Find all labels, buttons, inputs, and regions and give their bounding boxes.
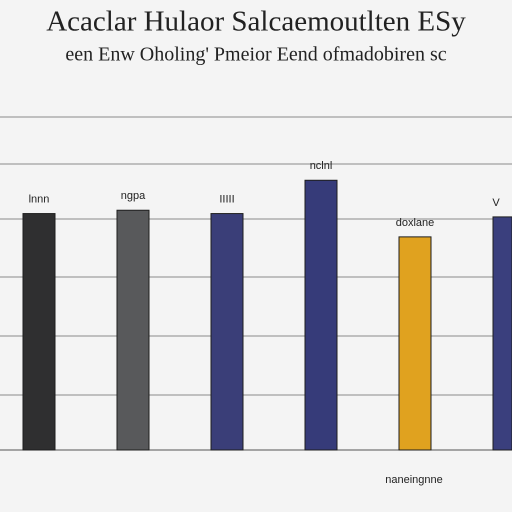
bar (492, 216, 512, 451)
bar (304, 179, 338, 451)
chart-subtitle: een Enw Oholing' Pmeior Eend ofmadobiren… (65, 44, 446, 66)
chart-title: Acaclar Hulaor Salcaemoutlten ESy (46, 6, 466, 38)
bar (116, 209, 150, 451)
bar (22, 213, 56, 451)
bar-label: lnnn (29, 193, 50, 205)
bar-label: V (492, 197, 500, 209)
bar (398, 236, 432, 451)
annotation: naneingnne (385, 474, 443, 486)
bar-label: doxlane (396, 217, 435, 229)
bar-label: ngpa (121, 190, 146, 202)
grid (0, 116, 512, 451)
bar-label: IIIII (219, 193, 234, 205)
bar-label: nclnl (310, 160, 333, 172)
bar (210, 213, 244, 451)
